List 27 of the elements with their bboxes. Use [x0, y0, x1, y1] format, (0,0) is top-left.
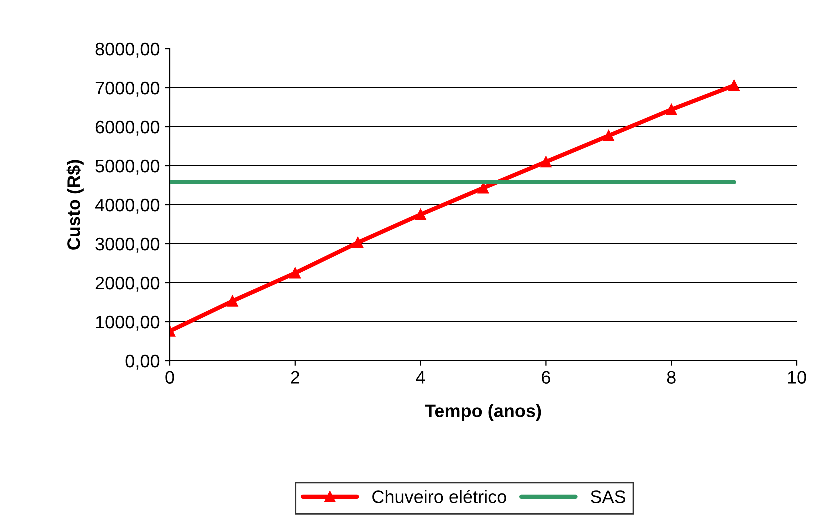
legend-label: Chuveiro elétrico [372, 490, 506, 504]
point [227, 296, 238, 307]
point [415, 209, 426, 220]
y-tick-label: 5000,00 [96, 160, 160, 175]
x-tick-label: 10 [788, 371, 806, 384]
point [728, 80, 740, 92]
y-tick-label: 7000,00 [96, 82, 160, 97]
x-tick-label: 0 [166, 371, 174, 384]
x-tick-label: 8 [667, 371, 676, 384]
y-tick-label: 4000,00 [95, 198, 160, 214]
point [540, 156, 552, 168]
y-tick-label: 0,00 [126, 354, 160, 370]
y-tick-label: 6000,00 [96, 120, 160, 136]
y-tick-label: 1000,00 [96, 316, 160, 331]
x-tick-label: 4 [416, 371, 426, 384]
legend-label: SAS [591, 490, 626, 504]
x-tick-label: 6 [542, 371, 550, 384]
x-axis-title: Tempo (anos) [425, 404, 542, 422]
y-tick-label: 3000,00 [96, 238, 160, 253]
point [666, 104, 678, 116]
point [352, 237, 364, 248]
x-tick-label: 2 [291, 371, 300, 384]
y-axis-title: Custo (R$) [66, 160, 84, 250]
y-tick-label: 8000,00 [96, 42, 160, 58]
y-tick-label: 2000,00 [96, 276, 160, 292]
point [603, 130, 614, 142]
point [290, 268, 301, 279]
